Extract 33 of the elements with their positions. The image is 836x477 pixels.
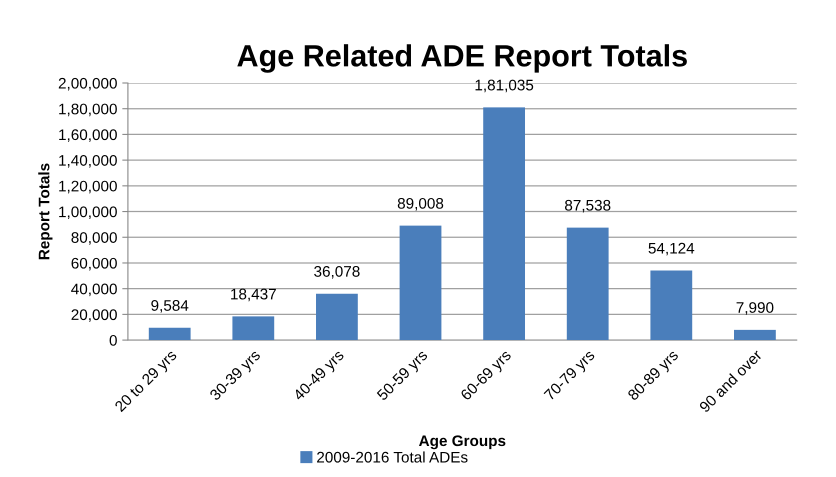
y-tick-label: 2,00,000 — [58, 78, 117, 90]
data-label: 87,538 — [565, 200, 610, 212]
data-label: 7,990 — [736, 302, 774, 315]
bar — [148, 328, 191, 340]
y-tick-label: 20,000 — [72, 309, 117, 322]
bar — [400, 226, 442, 340]
y-tick-label: 0 — [110, 334, 117, 346]
y-axis-title: Report Totals — [38, 164, 52, 260]
y-tick-label: 1,60,000 — [59, 129, 117, 142]
y-tick-label: 80,000 — [71, 232, 117, 245]
y-tick-label: 40,000 — [71, 284, 117, 296]
y-tick-label: 60,000 — [72, 258, 117, 270]
legend-label: 2009-2016 Total ADEs — [317, 451, 468, 463]
data-label: 36,078 — [314, 266, 360, 279]
y-tick-label: 1,40,000 — [59, 154, 117, 168]
data-label: 1,81,035 — [476, 80, 534, 92]
x-tick-label: 90 and over — [698, 348, 763, 413]
chart-title: Age Related ADE Report Totals — [237, 44, 687, 73]
bar — [483, 107, 526, 340]
y-tick-label: 1,00,000 — [59, 206, 117, 220]
y-tick-label: 1,20,000 — [59, 180, 117, 194]
bar — [316, 294, 358, 340]
bar — [232, 316, 274, 340]
y-tick-label: 1,80,000 — [59, 104, 117, 116]
bar — [650, 270, 692, 340]
data-label: 54,124 — [648, 242, 694, 256]
x-axis-title: Age Groups — [418, 435, 506, 450]
data-label: 89,008 — [398, 198, 444, 211]
data-label: 9,584 — [151, 300, 188, 313]
x-tick-label: 20 to 29 yrs — [114, 349, 180, 414]
bar — [566, 228, 609, 340]
data-label: 18,437 — [231, 288, 276, 302]
bar — [734, 330, 776, 340]
